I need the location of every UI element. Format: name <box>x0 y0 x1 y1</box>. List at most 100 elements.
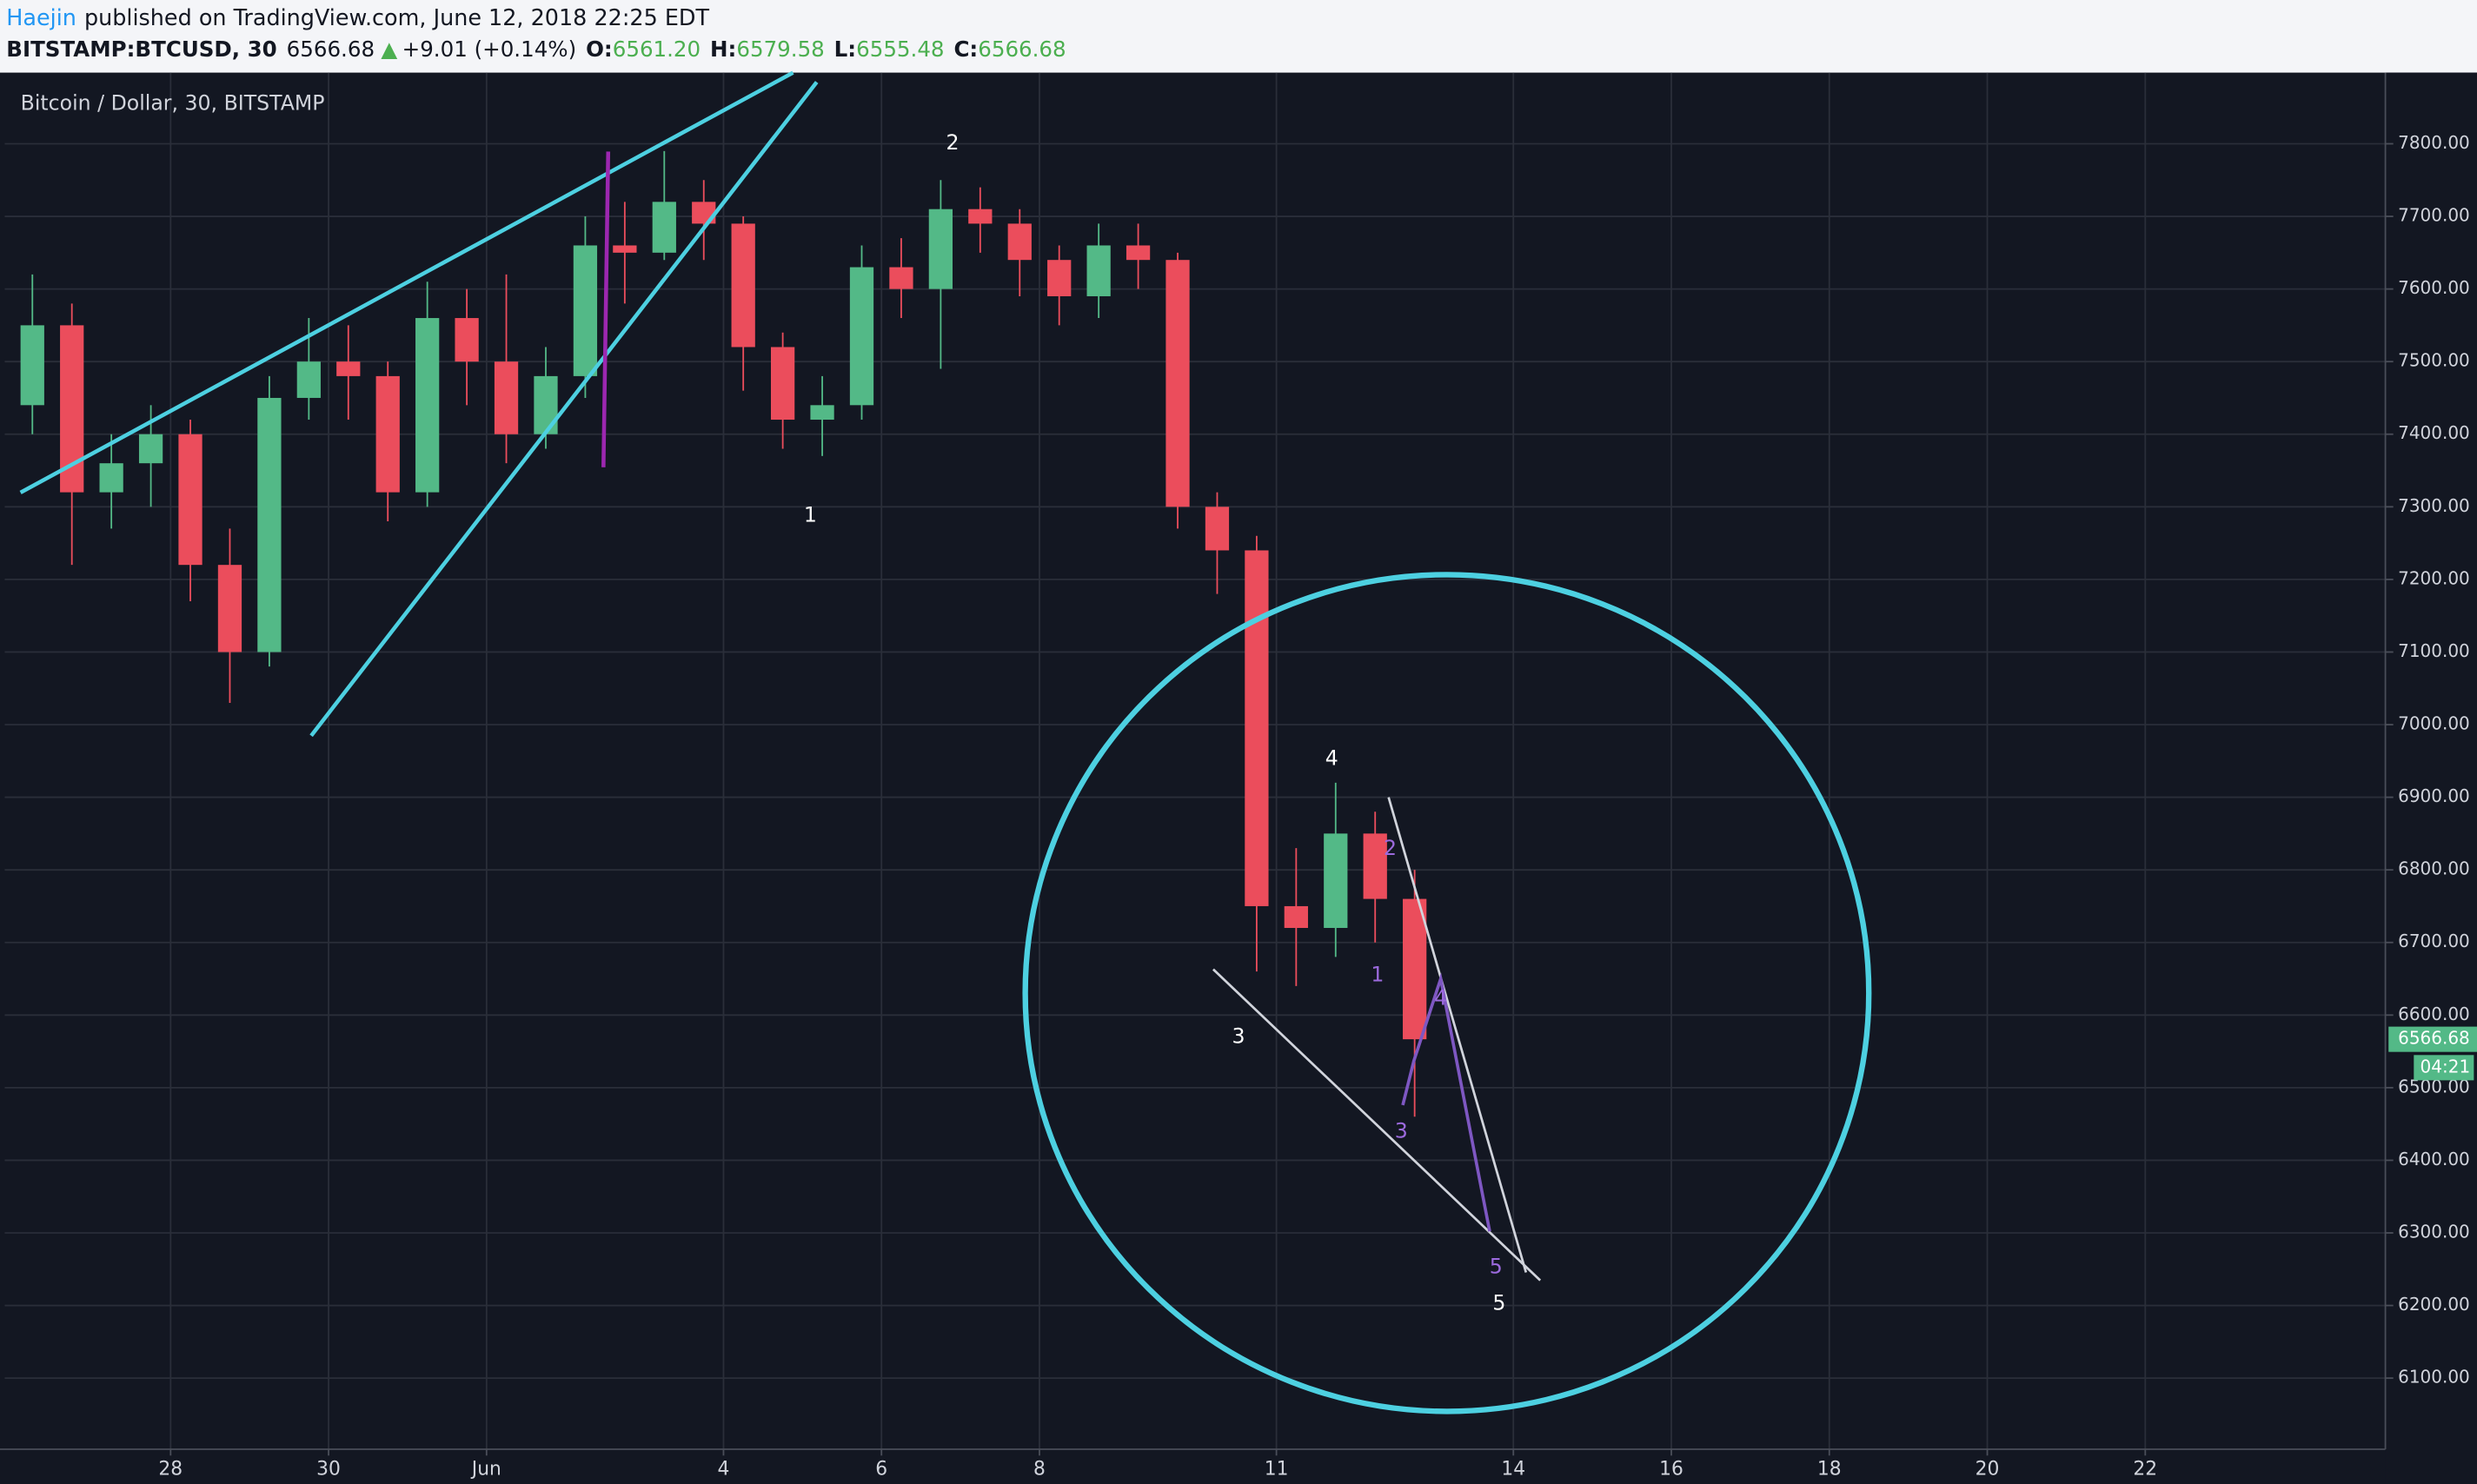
candle-body <box>652 202 676 253</box>
candle-body <box>928 209 953 289</box>
y-tick-label: 7500.00 <box>2398 350 2470 371</box>
candle-body <box>810 405 834 421</box>
y-tick-label: 7800.00 <box>2398 132 2470 153</box>
change: +9.01 (+0.14%) <box>402 36 577 62</box>
ohlc-value: 6566.68 <box>978 36 1066 62</box>
candle-body <box>375 375 400 493</box>
candle-body <box>573 245 598 376</box>
candle-body <box>1324 833 1348 929</box>
x-tick-label: 4 <box>718 1459 730 1481</box>
symbol-line: BITSTAMP:BTCUSD, 30 6566.68 ▲ +9.01 (+0.14%… <box>6 36 1066 62</box>
drawings <box>19 70 1872 1414</box>
x-tick-label: 20 <box>1976 1459 2000 1481</box>
y-tick-label: 6700.00 <box>2398 931 2470 951</box>
candle-body <box>178 434 203 566</box>
candle-body <box>217 565 242 653</box>
change-arrow: ▲ <box>381 36 397 62</box>
ohlc-label: H: <box>710 36 736 62</box>
wave-label: 1 <box>804 503 817 527</box>
candle-body <box>534 375 558 434</box>
candle-body <box>1403 898 1427 1040</box>
candle-body <box>968 209 993 224</box>
y-tick-label: 6900.00 <box>2398 785 2470 806</box>
ohlc-label: O: <box>586 36 613 62</box>
ohlc-label: L: <box>834 36 856 62</box>
trend-line <box>19 70 794 494</box>
x-tick-label: 16 <box>1659 1459 1683 1481</box>
candle-body <box>1363 833 1387 899</box>
trend-line <box>309 81 819 738</box>
x-tick-label: 30 <box>316 1459 341 1481</box>
wave-label: 3 <box>1232 1024 1245 1048</box>
y-tick-label: 7700.00 <box>2398 205 2470 226</box>
grid <box>4 72 2386 1450</box>
last-price-label: 6566.68 <box>2398 1028 2470 1049</box>
candle-body <box>1126 245 1151 261</box>
published: published on TradingView.com, June 12, 2… <box>84 4 710 30</box>
y-tick-label: 7000.00 <box>2398 713 2470 734</box>
x-tick-label: 14 <box>1501 1459 1525 1481</box>
last-price: 6566.68 <box>287 36 375 62</box>
y-tick-label: 6100.00 <box>2398 1367 2470 1388</box>
symbol: BITSTAMP:BTCUSD, 30 <box>6 36 276 62</box>
x-tick-label: 8 <box>1033 1459 1046 1481</box>
y-tick-label: 6800.00 <box>2398 858 2470 879</box>
candle-body <box>849 267 874 406</box>
candle-body <box>20 325 44 406</box>
x-tick-label: 22 <box>2133 1459 2157 1481</box>
wave-label: 5 <box>1490 1255 1503 1279</box>
candle-body <box>1086 245 1111 296</box>
wedge-line <box>1212 968 1542 1282</box>
y-tick-label: 6400.00 <box>2398 1149 2470 1169</box>
candle-body <box>257 397 282 653</box>
x-tick-label: 28 <box>158 1459 183 1481</box>
candles <box>20 150 1427 1117</box>
candle-body <box>1205 507 1230 551</box>
x-tick-label: 6 <box>875 1459 887 1481</box>
y-tick-label: 7600.00 <box>2398 277 2470 298</box>
price-axis <box>2385 72 2477 1484</box>
header-bar <box>0 0 2477 73</box>
y-tick-label: 6300.00 <box>2398 1221 2470 1242</box>
candle-body <box>336 361 361 376</box>
candle-body <box>99 463 123 493</box>
author: Haejin <box>6 4 76 30</box>
y-tick-label: 7100.00 <box>2398 640 2470 661</box>
candle-body <box>770 347 795 421</box>
last-price-tag <box>2388 1026 2477 1052</box>
ohlc-value: 6555.48 <box>856 36 944 62</box>
candle-body <box>1284 905 1308 929</box>
vertical-marker <box>601 151 611 467</box>
y-tick-label: 7400.00 <box>2398 422 2470 443</box>
candle-body <box>1007 223 1032 261</box>
candle-body <box>731 223 755 348</box>
x-tick-label: Jun <box>470 1459 501 1481</box>
candle-body <box>296 361 321 398</box>
candle-body <box>889 267 913 289</box>
wave-label: 1 <box>1371 962 1384 986</box>
wave-label: 2 <box>1384 836 1397 860</box>
y-tick-label: 6500.00 <box>2398 1076 2470 1096</box>
y-tick-label: 6600.00 <box>2398 1004 2470 1024</box>
x-tick-label: 18 <box>1817 1459 1842 1481</box>
candle-body <box>138 434 163 464</box>
candle-body <box>455 318 479 362</box>
ohlc-value: 6579.58 <box>736 36 824 62</box>
wave-path <box>1401 972 1491 1232</box>
ohlc-value: 6561.20 <box>613 36 701 62</box>
wave-label: 3 <box>1395 1118 1408 1143</box>
wave-label: 4 <box>1325 745 1338 770</box>
candle-body <box>415 318 440 493</box>
y-tick-label: 7200.00 <box>2398 567 2470 588</box>
countdown-label: 04:21 <box>2421 1056 2471 1077</box>
y-tick-label: 7300.00 <box>2398 495 2470 516</box>
candle-body <box>1245 550 1269 906</box>
wave-label: 5 <box>1492 1290 1505 1315</box>
y-tick-label: 6200.00 <box>2398 1294 2470 1315</box>
wedge-line <box>1387 797 1528 1273</box>
publish-line: Haejin published on TradingView.com, June… <box>6 4 709 30</box>
candle-body <box>494 361 519 434</box>
candle-body <box>1047 260 1072 296</box>
